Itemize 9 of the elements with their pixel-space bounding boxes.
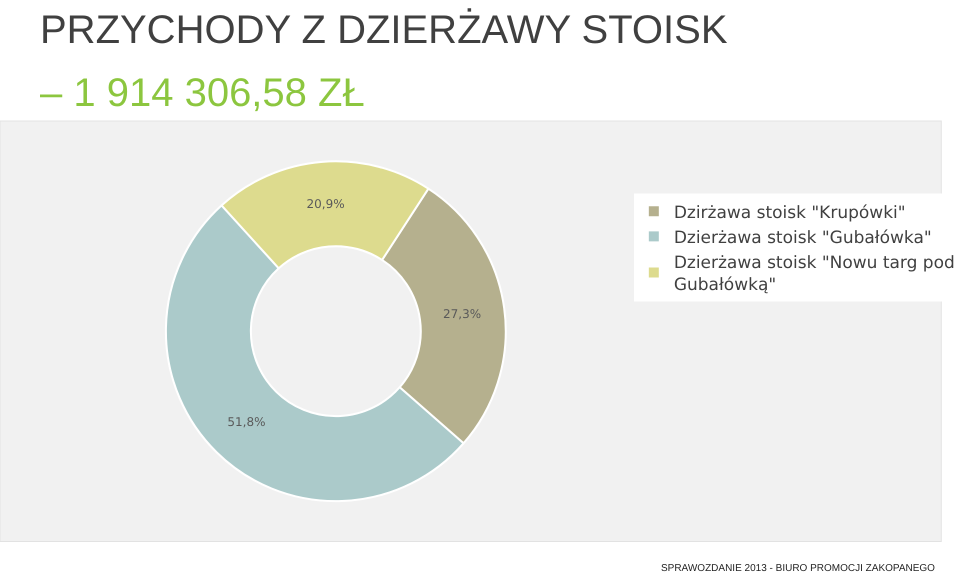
data-label: 51,8%: [227, 415, 266, 430]
chart-title: PRZYCHODY Z DZIERŻAWY STOISK: [40, 8, 728, 52]
text: SPRAWOZDANIE 2013 - BIURO PROMOCJI ZAKOPANEGO: [661, 563, 936, 574]
data-label: 27,3%: [443, 306, 482, 321]
legend-label: Dzirżawa stoisk "Krupówki": [674, 202, 906, 223]
chart-subtitle: – 1 914 306,58 ZŁ: [40, 71, 365, 115]
data-label: 20,9%: [306, 197, 345, 212]
legend-label: Dzierżawa stoisk "Gubałówka": [674, 228, 932, 248]
legend-label: Dzierżawa stoisk "Nowu targ pod Gubałówką": [674, 253, 955, 296]
